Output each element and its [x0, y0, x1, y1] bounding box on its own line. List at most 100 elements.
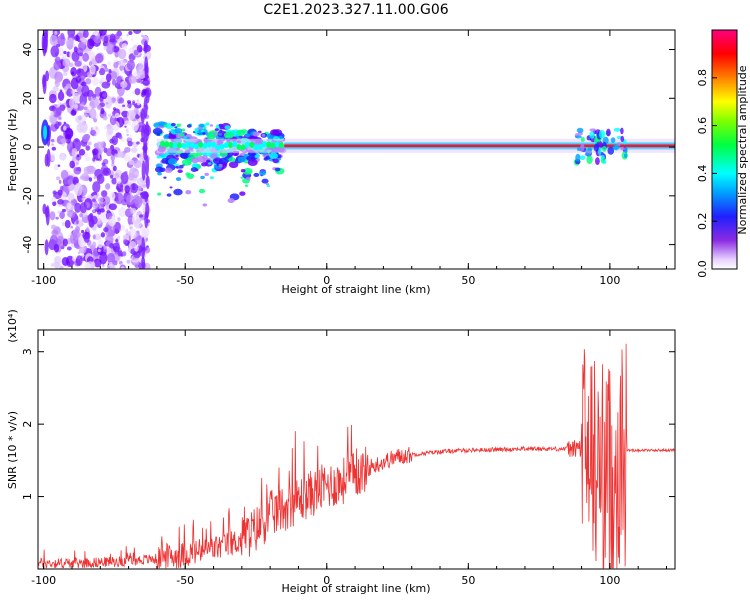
noise-blob [109, 261, 113, 267]
top-x-tick-label: 50 [461, 274, 475, 287]
late-activity-blob [613, 127, 621, 132]
noise-blob [138, 214, 143, 218]
top-x-tick-label: 100 [599, 274, 620, 287]
noise-blob [140, 225, 149, 234]
noise-blob [62, 238, 68, 247]
noise-blob [98, 68, 106, 76]
bottom-y-axis-label: SNR (10 * v/v) [6, 411, 19, 489]
bottom-y-tick-label: 3 [21, 348, 34, 355]
scatter-blob [200, 129, 205, 133]
scatter-blob [269, 152, 279, 159]
noise-blob [102, 167, 111, 177]
noise-blob [115, 238, 119, 243]
top-y-tick-label: 0 [21, 144, 34, 151]
scatter-blob [170, 122, 176, 127]
scatter-blob [202, 132, 206, 135]
noise-blob [96, 192, 100, 197]
noise-blob [79, 202, 87, 214]
noise-blob [58, 116, 62, 120]
noise-streak [145, 154, 150, 177]
noise-blob [139, 47, 143, 53]
colorbar-tick-label: 0.6 [696, 117, 709, 135]
line-segment-blob [266, 141, 272, 148]
late-activity-blob [620, 147, 625, 151]
scatter-blob [223, 131, 234, 139]
noise-blob [106, 264, 115, 269]
line-segment-blob [261, 141, 267, 148]
noise-blob [64, 219, 71, 229]
noise-blob [81, 172, 89, 182]
noise-blob [54, 56, 61, 65]
scatter-blob [174, 126, 178, 129]
scatter-blob [218, 132, 223, 136]
noise-blob [82, 30, 89, 38]
noise-streak [42, 74, 47, 95]
line-segment-blob [236, 144, 242, 151]
noise-blob [97, 154, 101, 159]
noise-blob [72, 133, 76, 136]
scatter-blob [244, 184, 249, 187]
noise-blob [70, 109, 77, 116]
scatter-blob [214, 128, 219, 132]
noise-blob [142, 187, 146, 191]
late-activity-blob [593, 143, 599, 152]
noise-blob [93, 175, 97, 180]
line-segment-blob [257, 143, 263, 150]
noise-blob [88, 95, 92, 101]
noise-blob [112, 115, 116, 119]
noise-blob [105, 73, 112, 82]
noise-streak [46, 148, 51, 167]
noise-blob [50, 45, 60, 58]
noise-blob [105, 183, 111, 190]
noise-streak [143, 40, 148, 54]
noise-blob [98, 30, 107, 36]
top-y-tick-label: 40 [21, 43, 34, 57]
noise-blob [59, 153, 66, 162]
noise-streak [145, 89, 150, 104]
scatter-blob [168, 134, 176, 140]
noise-blob [128, 31, 133, 36]
noise-blob [123, 239, 128, 245]
scatter-blob [261, 134, 266, 137]
scatter-blob [252, 131, 260, 137]
noise-blob [54, 244, 59, 248]
noise-blob [80, 103, 83, 107]
top-y-tick-label: -40 [21, 236, 34, 254]
scatter-blob [175, 166, 179, 169]
noise-blob [110, 154, 115, 161]
noise-blob [92, 234, 96, 240]
noise-blob [132, 101, 136, 106]
noise-blob [73, 46, 78, 53]
noise-blob [58, 179, 62, 184]
colorbar-tick-label: 0.2 [696, 212, 709, 230]
scatter-blob [198, 188, 206, 194]
noise-blob [117, 151, 123, 158]
noise-blob [101, 195, 111, 206]
noise-blob [128, 159, 135, 166]
noise-blob [61, 256, 70, 266]
noise-streak [42, 203, 47, 215]
noise-blob [71, 50, 80, 62]
noise-blob [79, 121, 88, 134]
noise-streak [141, 237, 146, 260]
noise-blob [87, 38, 95, 50]
noise-blob [128, 75, 137, 84]
scatter-blob [242, 167, 253, 175]
noise-blob [116, 76, 123, 85]
scatter-blob [201, 155, 208, 160]
strong-line-core [284, 144, 675, 148]
noise-blob [84, 261, 91, 269]
noise-blob [88, 177, 93, 182]
top-x-axis-label: Height of straight line (km) [281, 283, 430, 296]
scatter-blob [245, 176, 251, 181]
noise-blob [55, 176, 61, 181]
scatter-blob [177, 169, 183, 174]
top-y-tick-label: -20 [21, 187, 34, 205]
noise-blob [68, 98, 75, 108]
noise-blob [87, 214, 94, 222]
late-activity-blob [602, 145, 607, 152]
scatter-blob [190, 167, 198, 173]
noise-blob [108, 203, 118, 211]
scatter-blob [219, 125, 226, 130]
line-segment-blob [168, 141, 174, 148]
